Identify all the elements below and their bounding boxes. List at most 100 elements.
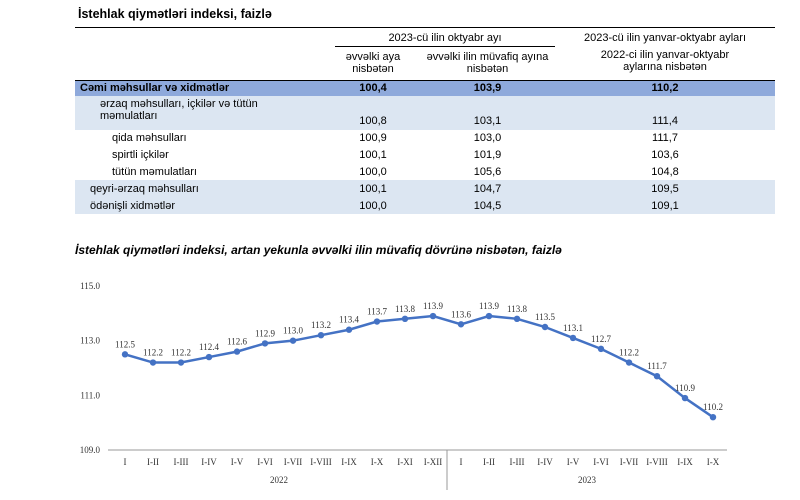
marker <box>149 359 157 366</box>
y-tick-label: 109.0 <box>80 445 101 455</box>
x-tick-label: I-IV <box>537 457 553 467</box>
marker <box>625 359 633 366</box>
cell-value: 111,7 <box>652 132 678 144</box>
data-label: 113.5 <box>535 312 555 322</box>
x-tick-label: I-II <box>147 457 159 467</box>
cell-value: 100,9 <box>359 132 387 144</box>
cell-value: 100,4 <box>359 82 387 94</box>
x-tick-label: I-II <box>483 457 495 467</box>
x-tick-label: I <box>460 457 463 467</box>
cell-value: 100,1 <box>359 183 387 195</box>
header: 2022-ci ilin yanvar-oktyabr aylarına nis… <box>600 49 730 73</box>
line <box>124 314 714 419</box>
x-tick-label: I-X <box>371 457 384 467</box>
x-tick-label: I <box>124 457 127 467</box>
data-label: 110.2 <box>703 402 723 412</box>
marker <box>653 373 661 380</box>
cell-value: 104,7 <box>473 183 502 195</box>
row-band <box>75 96 775 130</box>
data-label: 113.9 <box>479 301 499 311</box>
x-tick-label: I-VIII <box>310 457 332 467</box>
cell-value: 110,2 <box>651 82 679 94</box>
marker <box>177 359 185 366</box>
row-label: qida məhsulları <box>112 132 187 144</box>
x-tick-label: I-VII <box>284 457 303 467</box>
x-tick-label: I-XII <box>424 457 443 467</box>
data-label: 112.2 <box>619 348 639 358</box>
row-band <box>75 180 775 197</box>
cell-value: 103,1 <box>473 115 502 127</box>
cell-value: 103,9 <box>473 82 502 94</box>
header: əvvəlki ilin müvafiq ayına nisbətən <box>426 51 549 75</box>
cell-value: 105,6 <box>473 166 502 178</box>
x-tick-label: I-IX <box>677 457 693 467</box>
cell-value: 100,8 <box>359 115 387 127</box>
marker <box>373 318 381 325</box>
data-label: 113.1 <box>563 323 583 333</box>
y-tick-label: 113.0 <box>80 336 100 346</box>
cell-value: 104,8 <box>651 166 679 178</box>
marker <box>541 323 549 331</box>
x-tick-label: I-V <box>567 457 580 467</box>
marker <box>233 348 241 355</box>
marker <box>569 334 577 342</box>
cell-value: 100,1 <box>359 149 387 161</box>
x-tick-label: I-V <box>231 457 244 467</box>
data-label: 112.4 <box>199 342 219 352</box>
chart-title: İstehlak qiymətləri indeksi, artan yekun… <box>75 242 562 257</box>
y-tick-label: 111.0 <box>80 390 100 400</box>
data-label: 112.7 <box>591 334 611 344</box>
row-label: ərzaq məhsulları, içkilər və tütün məmul… <box>100 98 258 122</box>
x-tick-label: I-VII <box>620 457 639 467</box>
marker <box>429 312 437 320</box>
x-tick-label: I-X <box>707 457 720 467</box>
marker <box>345 326 353 333</box>
data-label: 112.5 <box>115 339 135 349</box>
header: 2023-cü ilin yanvar-oktyabr ayları <box>583 32 747 44</box>
data-label: 112.2 <box>171 348 191 358</box>
x-tick-label: I-XI <box>397 457 413 467</box>
data-label: 113.7 <box>367 307 387 317</box>
rule <box>75 80 775 81</box>
cell-value: 104,5 <box>473 200 502 212</box>
data-label: 111.7 <box>647 361 667 371</box>
row-label: spirtli içkilər <box>112 149 169 161</box>
header: əvvəlki aya nisbətən <box>345 51 401 75</box>
data-label: 113.4 <box>339 315 359 325</box>
data-label: 112.9 <box>255 328 275 338</box>
data-label: 112.6 <box>227 337 247 347</box>
marker <box>261 340 269 347</box>
marker <box>597 345 605 353</box>
cell-value: 109,1 <box>651 200 679 212</box>
table-title: İstehlak qiymətləri indeksi, faizlə <box>78 7 272 21</box>
data-label: 113.8 <box>395 304 415 314</box>
year-label: 2023 <box>578 475 597 485</box>
data-label: 113.2 <box>311 320 331 330</box>
marker <box>205 353 213 361</box>
marker <box>457 321 465 328</box>
x-tick-label: I-IV <box>201 457 217 467</box>
marker <box>289 337 297 344</box>
data-label: 113.8 <box>507 304 527 314</box>
cell-value: 109,5 <box>651 183 679 195</box>
row-label: Cəmi məhsullar və xidmətlər <box>80 82 230 94</box>
cell-value: 101,9 <box>473 149 502 161</box>
cell-value: 111,4 <box>652 115 678 127</box>
rule <box>335 46 555 47</box>
marker <box>401 315 409 322</box>
header: 2023-cü ilin oktyabr ayı <box>388 32 502 44</box>
data-label: 113.0 <box>283 326 303 336</box>
row-band <box>75 197 775 214</box>
data-label: 113.9 <box>423 301 443 311</box>
y-tick-label: 115.0 <box>80 281 100 291</box>
x-tick-label: I-IX <box>341 457 357 467</box>
cell-value: 100,0 <box>359 200 387 212</box>
cell-value: 103,0 <box>473 132 502 144</box>
x-tick-label: I-VI <box>257 457 273 467</box>
x-tick-label: I-III <box>510 457 525 467</box>
row-label: tütün məmulatları <box>112 166 197 178</box>
marker <box>485 312 493 320</box>
year-label: 2022 <box>270 475 288 485</box>
